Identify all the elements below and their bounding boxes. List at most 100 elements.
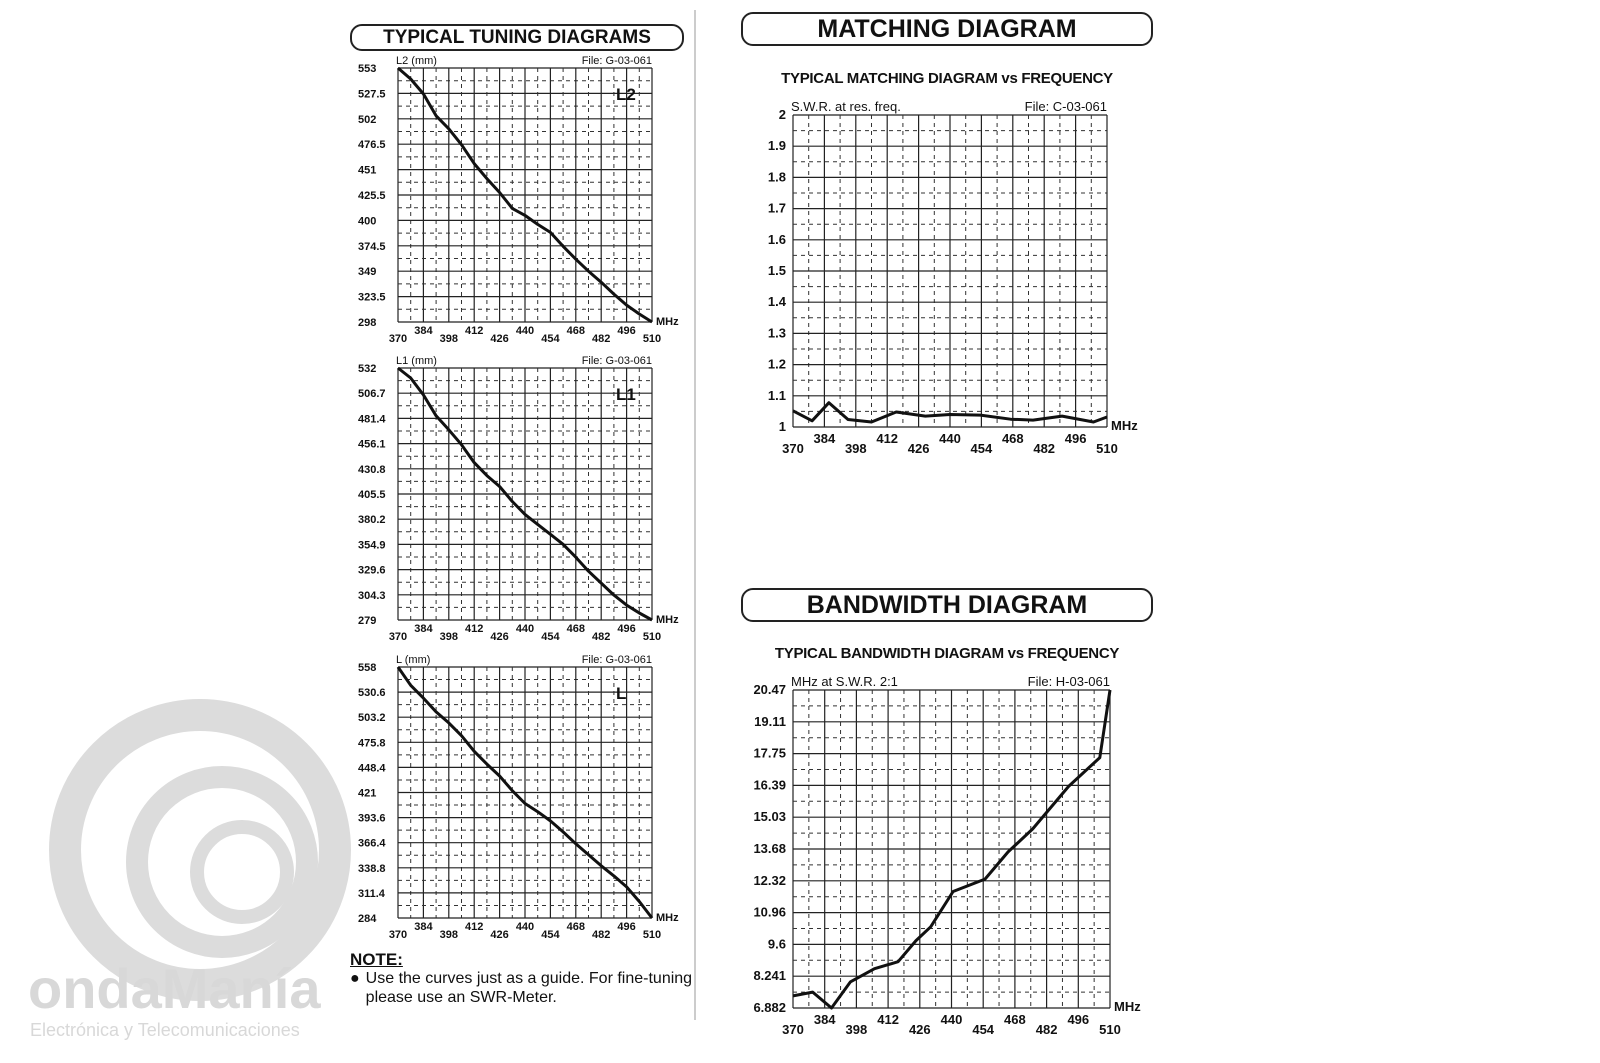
x-tick-label: 384 [414, 623, 433, 635]
series-line-l [396, 666, 654, 919]
x-tick-label: 496 [617, 921, 635, 933]
y-tick-label: 349 [358, 266, 376, 278]
y-tick-label: 20.47 [753, 682, 786, 697]
x-tick-label: 412 [876, 431, 898, 446]
y-axis-label: L1 (mm) [396, 355, 437, 367]
y-tick-label: 530.6 [358, 687, 386, 699]
y-tick-label: 329.6 [358, 565, 386, 577]
note: NOTE: ● Use the curves just as a guide. F… [350, 950, 695, 1007]
x-tick-label: 370 [389, 929, 407, 941]
x-tick-label: 454 [541, 929, 560, 941]
note-text: Use the curves just as a guide. For fine… [365, 970, 693, 1006]
y-tick-label: 380.2 [358, 514, 386, 526]
y-tick-label: 430.8 [358, 464, 386, 476]
y-tick-label: 405.5 [358, 489, 386, 501]
x-tick-label: 370 [782, 441, 804, 456]
y-tick-label: 448.4 [358, 762, 386, 774]
x-tick-label: 496 [1065, 431, 1087, 446]
curve-tag: L1 [616, 385, 636, 404]
x-tick-label: 468 [1002, 431, 1024, 446]
x-tick-label: 496 [617, 325, 635, 337]
y-tick-label: 506.7 [358, 388, 386, 400]
y-tick-label: 1.1 [768, 388, 786, 403]
x-tick-label: 454 [971, 441, 993, 456]
x-unit-label: MHz [656, 912, 679, 924]
y-tick-label: 323.5 [358, 292, 386, 304]
x-tick-label: 398 [845, 441, 867, 456]
x-tick-label: 384 [814, 1012, 836, 1027]
x-tick-label: 510 [643, 333, 661, 345]
y-tick-label: 311.4 [358, 888, 386, 900]
x-tick-label: 454 [541, 333, 560, 345]
x-tick-label: 468 [567, 325, 585, 337]
y-tick-label: 1.4 [768, 294, 787, 309]
y-tick-label: 16.39 [753, 777, 786, 792]
y-axis-label: L (mm) [396, 654, 430, 666]
y-tick-label: 393.6 [358, 813, 386, 825]
x-tick-label: 482 [592, 631, 610, 643]
x-tick-label: 468 [567, 921, 585, 933]
y-tick-label: 12.32 [753, 873, 786, 888]
x-tick-label: 510 [643, 929, 661, 941]
x-tick-label: 370 [389, 631, 407, 643]
x-tick-label: 496 [617, 623, 635, 635]
y-tick-label: 19.11 [754, 714, 786, 729]
y-axis-label: MHz at S.W.R. 2:1 [791, 674, 898, 689]
y-tick-label: 475.8 [358, 737, 386, 749]
y-tick-label: 503.2 [358, 712, 386, 724]
y-axis-label: L2 (mm) [396, 55, 437, 67]
y-tick-label: 9.6 [768, 936, 786, 951]
y-tick-label: 1.9 [768, 138, 786, 153]
x-tick-label: 426 [490, 631, 508, 643]
y-tick-label: 1.2 [768, 357, 786, 372]
x-tick-label: 412 [877, 1012, 899, 1027]
x-unit-label: MHz [656, 316, 679, 328]
x-tick-label: 440 [516, 325, 534, 337]
x-tick-label: 412 [465, 921, 483, 933]
y-tick-label: 354.9 [358, 539, 386, 551]
x-tick-label: 384 [814, 431, 836, 446]
series-line-l1 [397, 366, 653, 622]
y-tick-label: 421 [358, 788, 376, 800]
x-tick-label: 482 [592, 333, 610, 345]
x-tick-label: 454 [972, 1022, 994, 1037]
curve-tag: L2 [616, 85, 636, 104]
x-tick-label: 398 [440, 929, 458, 941]
x-tick-label: 468 [1004, 1012, 1026, 1027]
y-tick-label: 366.4 [358, 838, 386, 850]
y-tick-label: 532 [358, 363, 376, 375]
y-tick-label: 502 [358, 114, 376, 126]
x-tick-label: 398 [440, 631, 458, 643]
watermark-brand: ondaManía [28, 957, 321, 1020]
y-tick-label: 13.68 [753, 841, 786, 856]
series-line-swr [792, 401, 1108, 424]
y-tick-label: 1.7 [768, 201, 786, 216]
y-tick-label: 1.6 [768, 232, 786, 247]
x-tick-label: 510 [1096, 441, 1118, 456]
x-tick-label: 510 [643, 631, 661, 643]
y-tick-label: 8.241 [753, 968, 786, 983]
file-label: File: G-03-061 [582, 654, 652, 666]
y-tick-label: 481.4 [358, 413, 386, 425]
bandwidth-title: BANDWIDTH DIAGRAM [741, 588, 1153, 622]
y-tick-label: 17.75 [753, 746, 786, 761]
x-tick-label: 440 [516, 921, 534, 933]
matching-title: MATCHING DIAGRAM [741, 12, 1153, 46]
x-tick-label: 412 [465, 325, 483, 337]
file-label: File: G-03-061 [582, 355, 652, 367]
x-tick-label: 496 [1067, 1012, 1089, 1027]
y-tick-label: 527.5 [358, 88, 386, 100]
file-label: File: C-03-061 [1025, 99, 1107, 114]
x-unit-label: MHz [1114, 999, 1141, 1014]
x-tick-label: 510 [1099, 1022, 1121, 1037]
tuning-title: TYPICAL TUNING DIAGRAMS [350, 24, 684, 51]
x-tick-label: 468 [567, 623, 585, 635]
x-tick-label: 440 [516, 623, 534, 635]
x-tick-label: 426 [490, 333, 508, 345]
x-tick-label: 370 [389, 333, 407, 345]
y-tick-label: 2 [779, 107, 786, 122]
x-tick-label: 398 [440, 333, 458, 345]
y-tick-label: 304.3 [358, 590, 386, 602]
